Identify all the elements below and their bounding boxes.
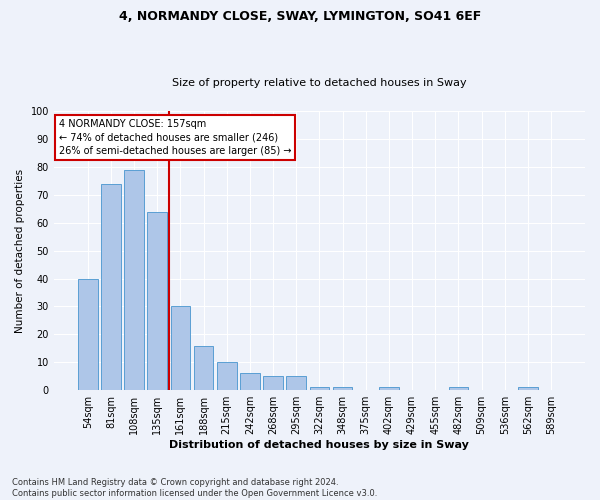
Bar xyxy=(170,306,190,390)
Bar xyxy=(124,170,144,390)
Bar xyxy=(449,388,468,390)
Bar xyxy=(333,388,352,390)
Text: 4 NORMANDY CLOSE: 157sqm
← 74% of detached houses are smaller (246)
26% of semi-: 4 NORMANDY CLOSE: 157sqm ← 74% of detach… xyxy=(59,120,292,156)
Bar xyxy=(240,374,260,390)
Title: Size of property relative to detached houses in Sway: Size of property relative to detached ho… xyxy=(172,78,467,88)
Bar xyxy=(194,346,214,390)
Bar xyxy=(310,388,329,390)
Bar xyxy=(101,184,121,390)
Text: Contains HM Land Registry data © Crown copyright and database right 2024.
Contai: Contains HM Land Registry data © Crown c… xyxy=(12,478,377,498)
Bar xyxy=(518,388,538,390)
Bar xyxy=(286,376,306,390)
Bar xyxy=(379,388,399,390)
Text: 4, NORMANDY CLOSE, SWAY, LYMINGTON, SO41 6EF: 4, NORMANDY CLOSE, SWAY, LYMINGTON, SO41… xyxy=(119,10,481,23)
Bar xyxy=(217,362,236,390)
Bar xyxy=(148,212,167,390)
Bar xyxy=(78,278,98,390)
X-axis label: Distribution of detached houses by size in Sway: Distribution of detached houses by size … xyxy=(169,440,469,450)
Bar xyxy=(263,376,283,390)
Y-axis label: Number of detached properties: Number of detached properties xyxy=(15,168,25,332)
